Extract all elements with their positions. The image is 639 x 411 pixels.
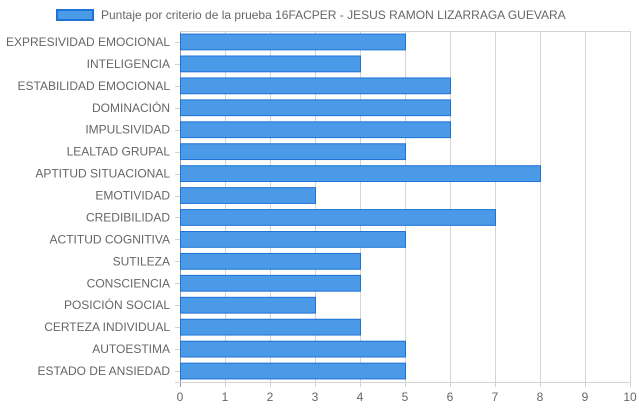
x-tick-label: 0 <box>177 390 184 404</box>
category-label: CREDIBILIDAD <box>86 210 170 224</box>
bar[interactable] <box>180 33 406 51</box>
category-label: INTELIGENCIA <box>87 57 170 71</box>
bar[interactable] <box>180 55 361 73</box>
x-tick-label: 10 <box>623 390 637 404</box>
x-tick-label: 3 <box>312 390 319 404</box>
bar[interactable] <box>180 121 451 139</box>
bar[interactable] <box>180 143 406 161</box>
category-label: IMPULSIVIDAD <box>85 123 170 137</box>
bar[interactable] <box>180 165 541 182</box>
category-label: ESTABILIDAD EMOCIONAL <box>18 79 171 93</box>
category-label: APTITUD SITUACIONAL <box>35 167 170 181</box>
bar[interactable] <box>180 231 406 248</box>
bar[interactable] <box>180 274 361 292</box>
bar[interactable] <box>180 77 451 95</box>
legend[interactable]: Puntaje por criterio de la prueba 16FACP… <box>56 7 566 23</box>
category-label: SUTILEZA <box>113 254 170 268</box>
x-tick-label: 6 <box>447 390 454 404</box>
bar[interactable] <box>180 340 406 358</box>
category-label: EXPRESIVIDAD EMOCIONAL <box>6 35 170 49</box>
category-label: EMOTIVIDAD <box>95 189 170 203</box>
grid-lines <box>175 31 631 387</box>
category-label: CERTEZA INDIVIDUAL <box>44 320 170 334</box>
category-label: DOMINACIÓN <box>92 100 170 115</box>
bar[interactable] <box>180 99 451 117</box>
legend-swatch <box>56 9 94 21</box>
category-label: AUTOESTIMA <box>92 342 170 356</box>
legend-label: Puntaje por criterio de la prueba 16FACP… <box>101 8 566 22</box>
category-label: CONSCIENCIA <box>87 276 170 290</box>
x-tick-label: 8 <box>537 390 544 404</box>
category-labels: EXPRESIVIDAD EMOCIONAL INTELIGENCIA ESTABI… <box>6 35 170 378</box>
x-tick-label: 2 <box>267 390 274 404</box>
x-tick-label: 9 <box>582 390 589 404</box>
x-tick-label: 1 <box>222 390 229 404</box>
bar[interactable] <box>180 362 406 380</box>
bar[interactable] <box>180 318 361 336</box>
x-tick-label: 4 <box>357 390 364 404</box>
bars <box>180 33 541 380</box>
category-label: ESTADO DE ANSIEDAD <box>38 364 171 378</box>
bar[interactable] <box>180 296 316 314</box>
x-tick-label: 7 <box>492 390 499 404</box>
category-label: POSICIÓN SOCIAL <box>64 297 170 312</box>
category-label: ACTITUD COGNITIVA <box>50 232 170 246</box>
x-tick-labels: 0 1 2 3 4 5 6 7 8 9 10 <box>177 390 637 404</box>
bar[interactable] <box>180 252 361 270</box>
x-tick-label: 5 <box>402 390 409 404</box>
bar[interactable] <box>180 187 316 204</box>
bar[interactable] <box>180 209 496 226</box>
category-label: LEALTAD GRUPAL <box>67 145 171 159</box>
